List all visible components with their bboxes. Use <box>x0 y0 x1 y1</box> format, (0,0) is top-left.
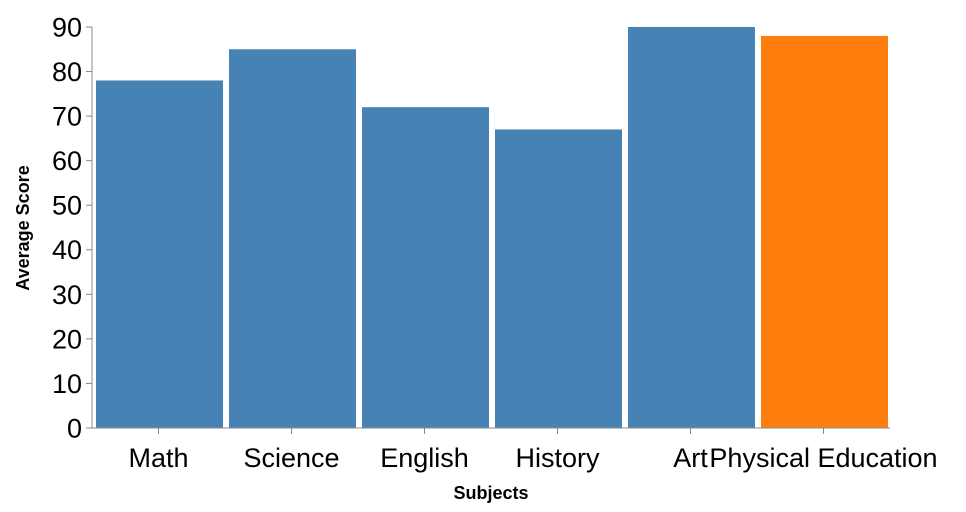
y-tick-label: 0 <box>67 413 82 443</box>
y-axis: 0 10 20 30 40 50 60 70 80 90 <box>52 12 93 443</box>
y-tick-label: 30 <box>52 280 82 310</box>
y-tick-label: 10 <box>52 369 82 399</box>
bars-group <box>96 27 888 429</box>
x-tick-label: History <box>515 443 600 473</box>
x-tick-label: Math <box>128 443 188 473</box>
y-tick-label: 50 <box>52 191 82 221</box>
y-tick-label: 60 <box>52 146 82 176</box>
bar-art <box>628 27 755 428</box>
y-axis-title: Average Score <box>13 165 33 290</box>
bar-history <box>495 129 622 428</box>
x-axis: Math Science English History Art Physical Edu… <box>92 427 938 473</box>
y-tick-label: 80 <box>52 57 82 87</box>
bar-english <box>362 107 489 428</box>
x-tick-label: Art <box>673 443 708 473</box>
y-tick-label: 20 <box>52 324 82 354</box>
x-tick-label: Science <box>243 443 339 473</box>
bar-math <box>96 80 223 428</box>
bar-physical-education <box>761 35 888 429</box>
x-tick-label: Physical Education <box>709 443 937 473</box>
x-axis-title: Subjects <box>453 483 528 503</box>
y-tick-label: 70 <box>52 102 82 132</box>
y-tick-label: 90 <box>52 12 82 42</box>
y-tick-label: 40 <box>52 235 82 265</box>
bar-science <box>229 49 356 429</box>
x-tick-label: English <box>380 443 469 473</box>
